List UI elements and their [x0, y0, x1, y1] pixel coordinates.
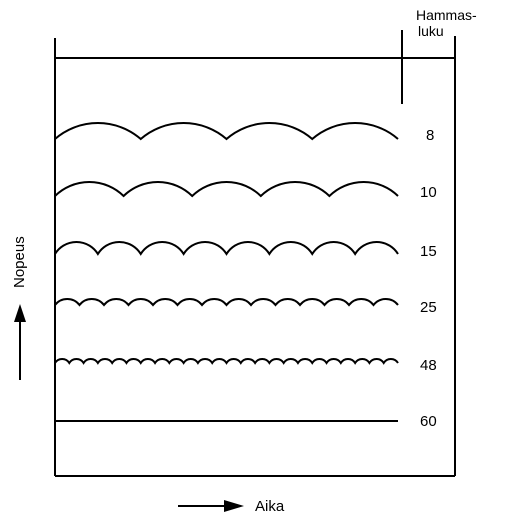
wave-profile-15 [54, 241, 399, 256]
wave-row-10: 10 [54, 181, 437, 201]
y-axis-indicator: Nopeus [11, 236, 28, 380]
wave-row-8: 8 [54, 122, 434, 144]
x-axis-label: Aika [255, 498, 285, 514]
x-axis-arrow-head-icon [224, 500, 244, 512]
tooth-count-label-60: 60 [420, 413, 437, 430]
y-axis-arrow-head-icon [14, 304, 26, 322]
tooth-count-label-48: 48 [420, 357, 437, 374]
y-axis-label: Nopeus [11, 236, 28, 288]
x-axis-indicator: Aika [178, 498, 285, 514]
frame [54, 30, 456, 477]
tooth-count-label-15: 15 [420, 243, 437, 260]
wave-row-15: 15 [54, 241, 437, 260]
tooth-count-label-25: 25 [420, 299, 437, 316]
column-header-line2: luku [418, 23, 444, 39]
tooth-count-label-8: 8 [426, 127, 434, 144]
wave-profile-25 [54, 298, 399, 307]
wave-row-48: 48 [54, 357, 437, 374]
wave-profile-10 [54, 181, 399, 198]
tooth-count-label-10: 10 [420, 184, 437, 201]
wave-profile-48 [54, 357, 399, 365]
column-header-line1: Hammas- [416, 7, 477, 23]
wave-profile-8 [54, 122, 399, 141]
wave-row-25: 25 [54, 298, 437, 316]
wave-row-60: 60 [55, 413, 437, 430]
